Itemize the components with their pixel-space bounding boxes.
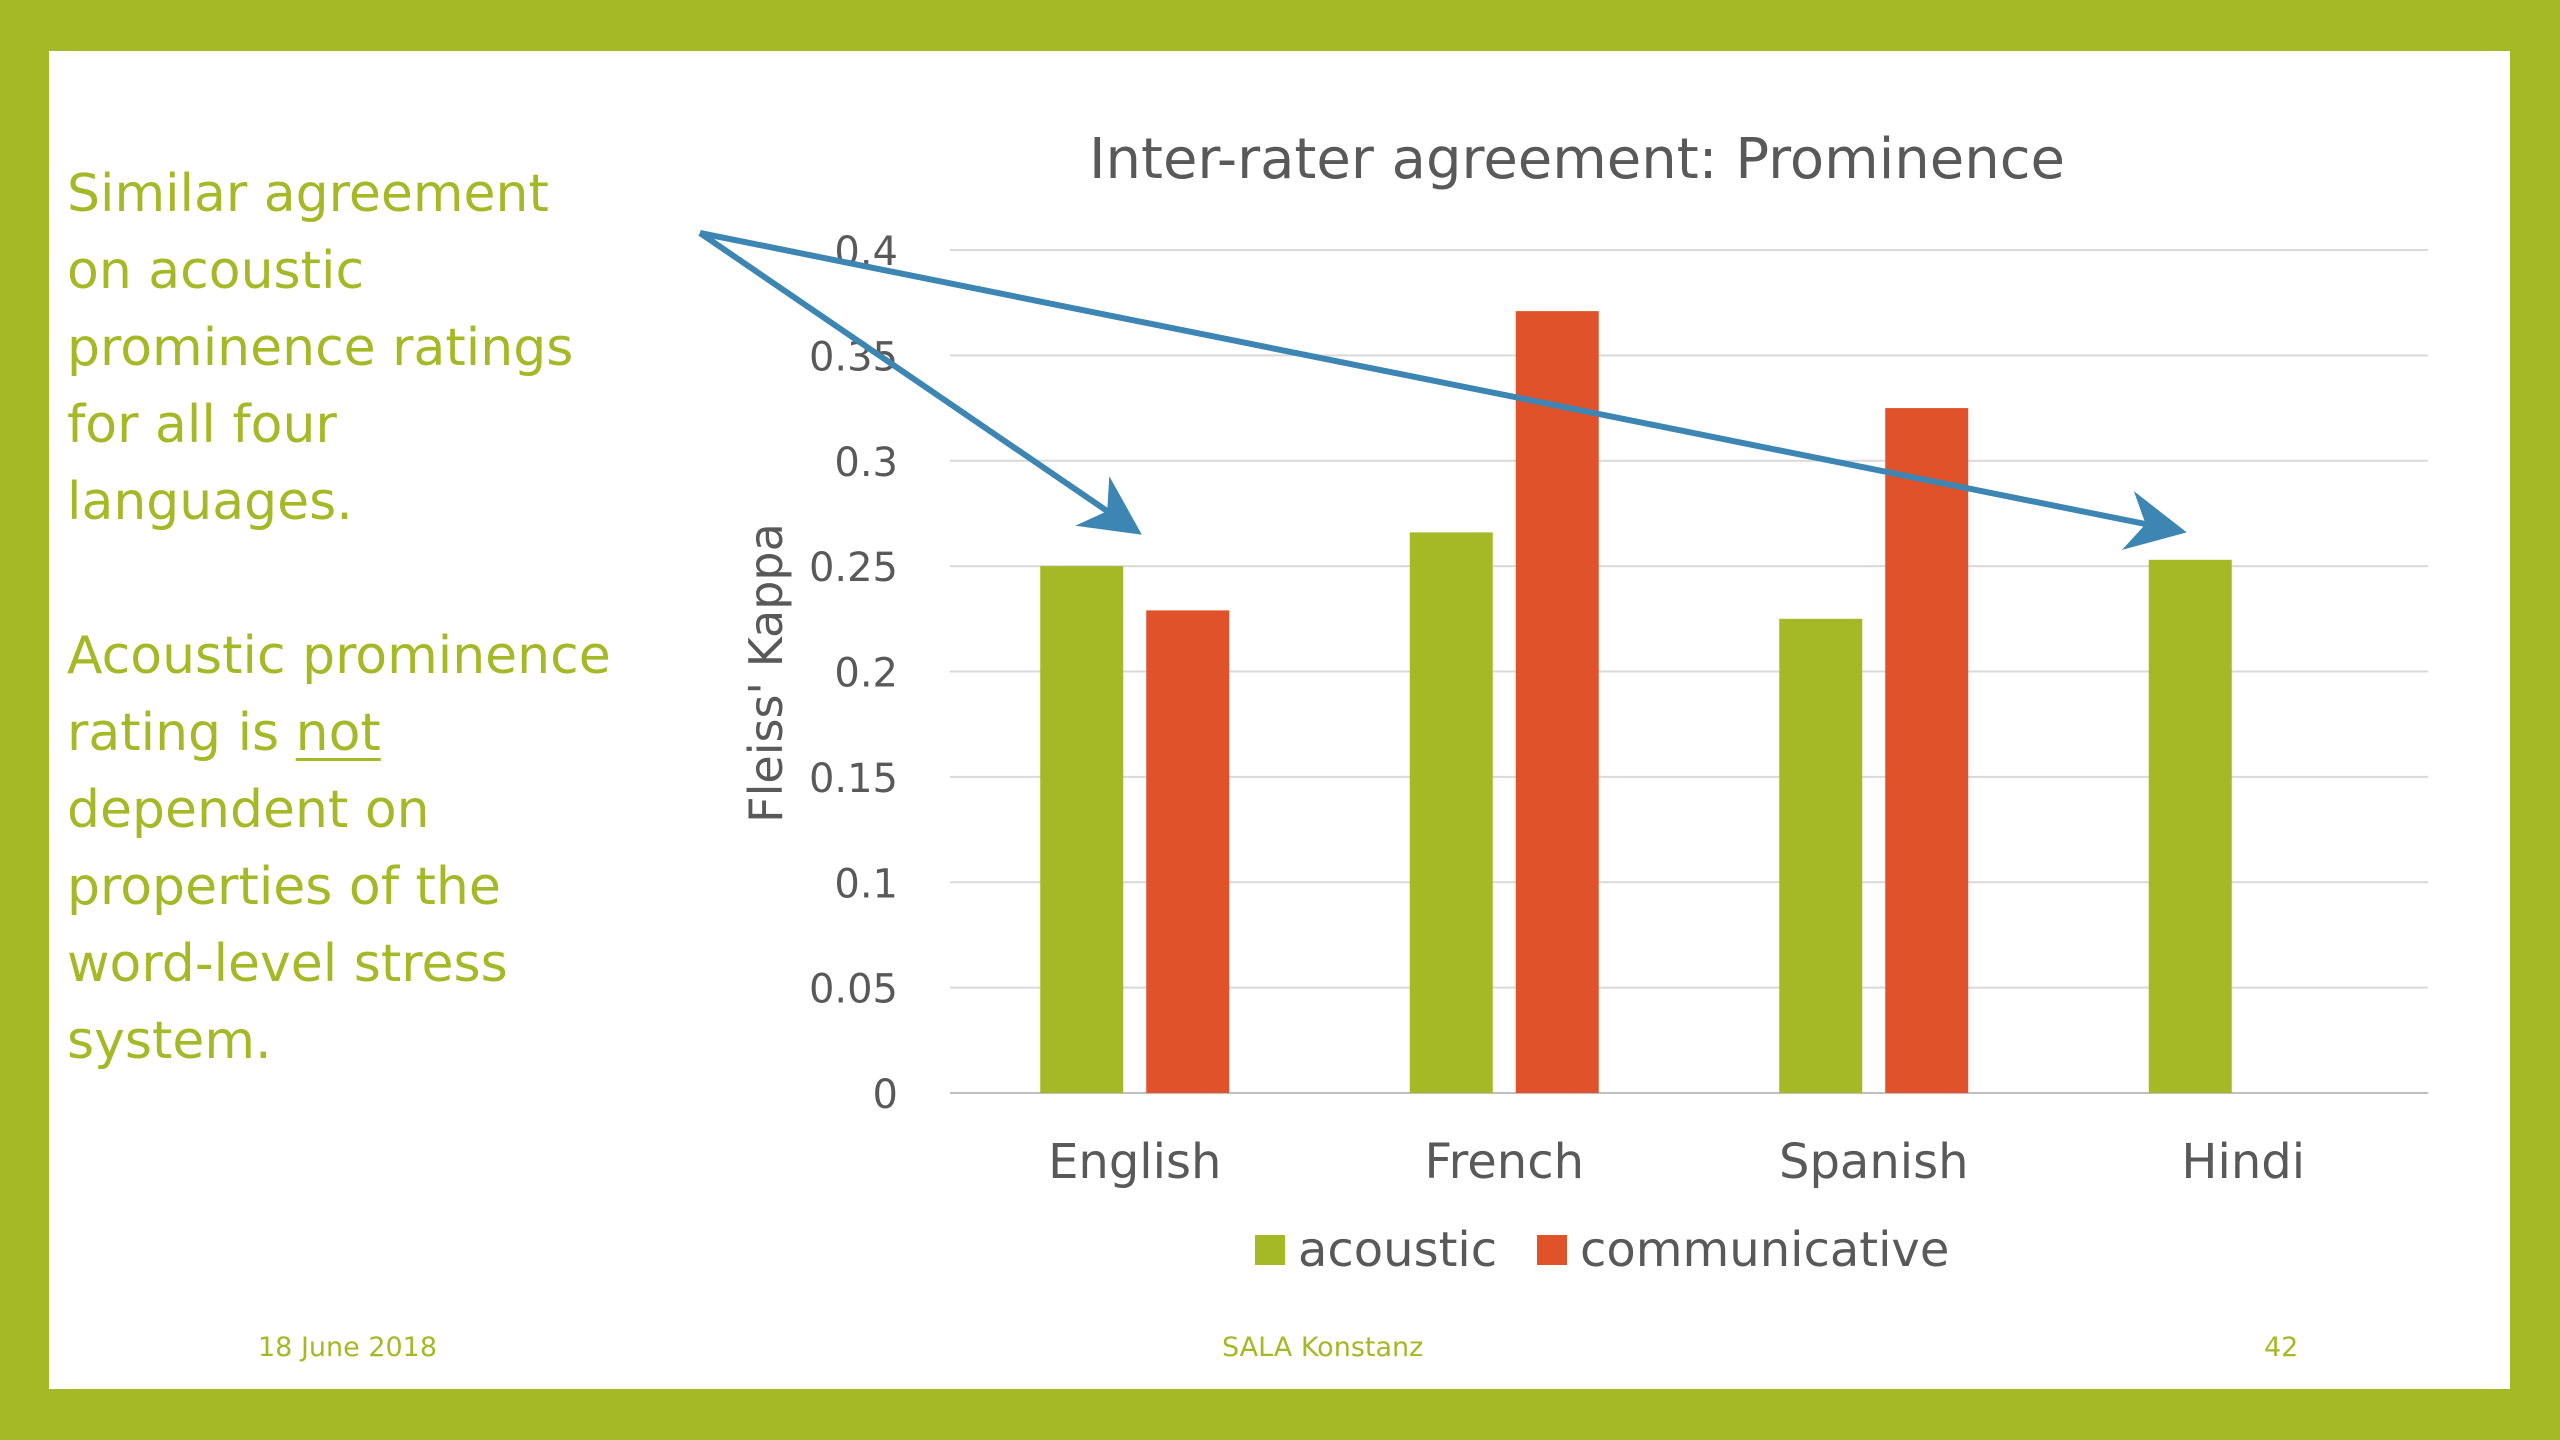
- legend-label: acoustic: [1298, 1222, 1497, 1278]
- text-line: word-level stress: [67, 934, 508, 994]
- x-axis-ticks: English French Spanish Hindi: [1048, 1134, 2305, 1190]
- legend-label: communicative: [1580, 1222, 1949, 1278]
- bar-acoustic-french: [1409, 532, 1493, 1093]
- y-tick-label: 0: [873, 1072, 898, 1118]
- arrow-to-english: [698, 230, 1142, 535]
- bar-communicative-spanish: [1885, 408, 1969, 1093]
- text-line: on acoustic: [67, 241, 365, 301]
- y-tick-label: 0.25: [809, 545, 898, 591]
- text-line: system.: [67, 1011, 272, 1071]
- bar-acoustic-english: [1040, 566, 1124, 1093]
- x-tick-label: Hindi: [2181, 1134, 2305, 1190]
- legend-swatch: [1537, 1235, 1567, 1265]
- y-tick-label: 0.15: [809, 756, 898, 802]
- y-axis-ticks: 00.050.10.150.20.250.30.350.4: [809, 229, 898, 1118]
- bar-acoustic-spanish: [1779, 618, 1863, 1093]
- y-axis-label: Fleiss' Kappa: [739, 523, 793, 823]
- footer-date: 18 June 2018: [258, 1332, 438, 1363]
- text-line: for all four: [67, 395, 337, 455]
- y-tick-label: 0.3: [834, 440, 898, 486]
- chart-title: Inter-rater agreement: Prominence: [1089, 127, 2065, 192]
- bar-communicative-english: [1146, 610, 1230, 1093]
- slide-body-text: Similar agreement on acoustic prominence…: [67, 156, 687, 1080]
- text-line: properties of the: [67, 857, 501, 917]
- text-line: languages.: [67, 472, 353, 532]
- footer-page-number: 42: [2264, 1332, 2299, 1363]
- x-tick-label: Spanish: [1779, 1134, 1969, 1190]
- text-line: Similar agreement: [67, 164, 549, 224]
- text-fragment: rating is: [67, 703, 296, 763]
- text-line: prominence ratings: [67, 318, 574, 378]
- slide-canvas: [49, 51, 2510, 1389]
- footer-venue: SALA Konstanz: [1222, 1332, 1424, 1363]
- x-tick-label: French: [1424, 1134, 1584, 1190]
- text-line: Acoustic prominence: [67, 626, 611, 686]
- emphasis-not: not: [295, 703, 381, 763]
- y-tick-label: 0.2: [834, 651, 898, 697]
- arrow-to-hindi: [699, 230, 2187, 550]
- y-tick-label: 0.1: [834, 861, 898, 907]
- y-tick-label: 0.05: [809, 967, 898, 1013]
- legend-swatch: [1255, 1235, 1285, 1265]
- text-line: rating is not: [67, 695, 687, 772]
- text-line: dependent on: [67, 780, 430, 840]
- x-tick-label: English: [1048, 1134, 1221, 1190]
- bar-communicative-french: [1515, 311, 1599, 1093]
- bars: [1040, 311, 2232, 1093]
- bar-acoustic-hindi: [2148, 559, 2232, 1093]
- legend: acoustic communicative: [1255, 1222, 1949, 1278]
